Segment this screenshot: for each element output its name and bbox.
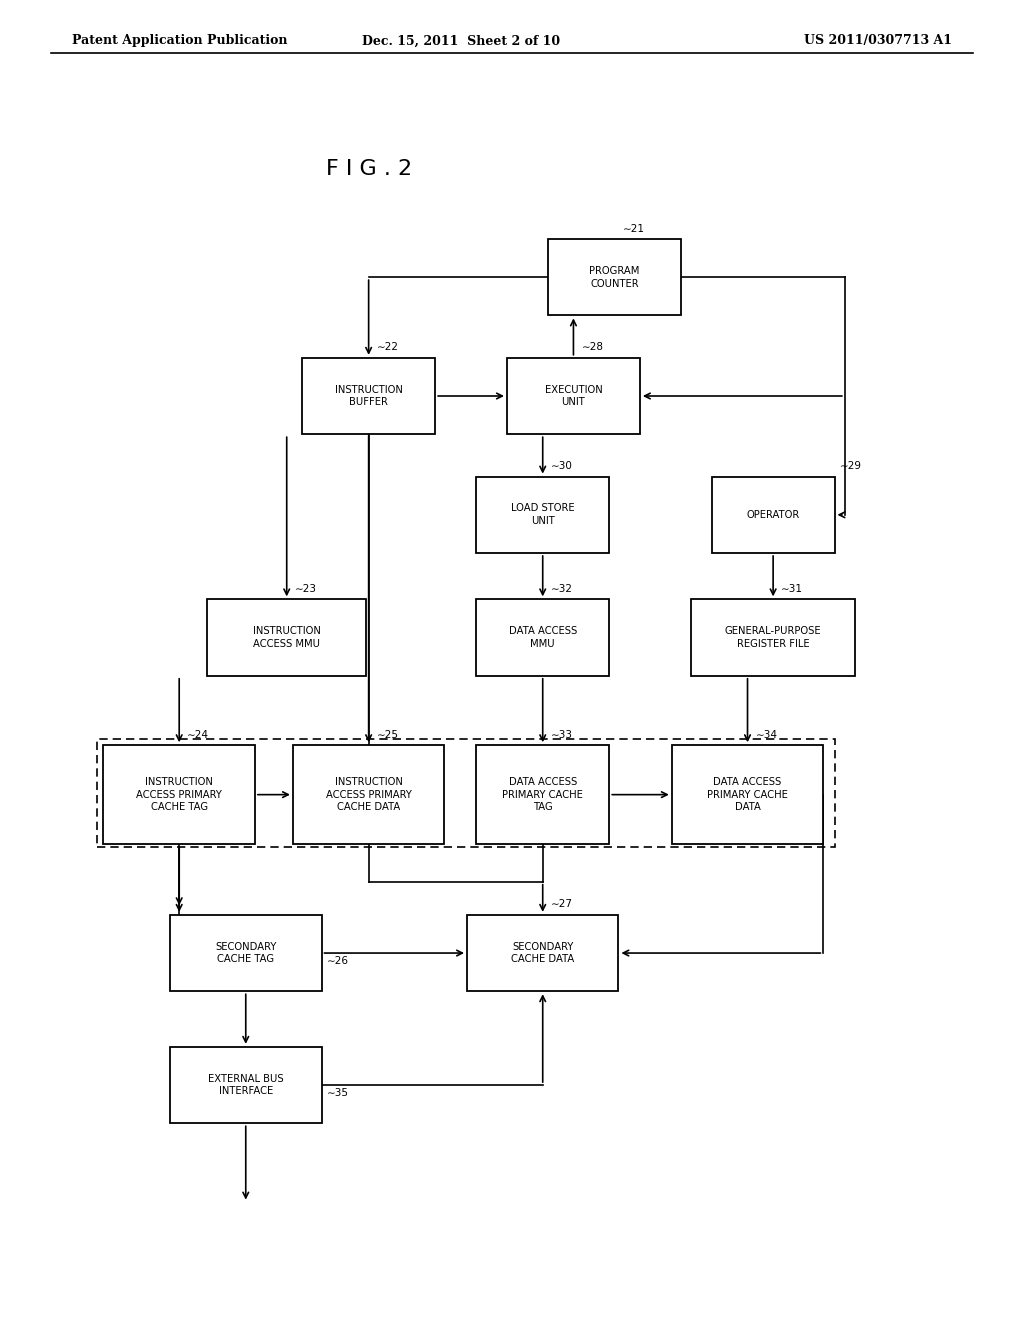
Text: ∼30: ∼30	[551, 461, 572, 471]
Text: ∼23: ∼23	[295, 583, 316, 594]
Text: ∼28: ∼28	[582, 342, 603, 352]
Text: ∼31: ∼31	[781, 583, 803, 594]
Text: ∼25: ∼25	[377, 730, 398, 739]
Text: US 2011/0307713 A1: US 2011/0307713 A1	[804, 34, 952, 48]
Text: DATA ACCESS
PRIMARY CACHE
TAG: DATA ACCESS PRIMARY CACHE TAG	[503, 777, 583, 812]
Bar	[97, 739, 835, 847]
Text: INSTRUCTION
ACCESS MMU: INSTRUCTION ACCESS MMU	[253, 626, 321, 649]
Text: ∼24: ∼24	[187, 730, 209, 739]
Text: DATA ACCESS
MMU: DATA ACCESS MMU	[509, 626, 577, 649]
Text: Dec. 15, 2011  Sheet 2 of 10: Dec. 15, 2011 Sheet 2 of 10	[361, 34, 560, 48]
Text: ∼26: ∼26	[327, 956, 348, 966]
Bar	[476, 744, 609, 845]
Bar	[476, 599, 609, 676]
Bar	[548, 239, 681, 315]
Text: LOAD STORE
UNIT: LOAD STORE UNIT	[511, 503, 574, 527]
Bar	[103, 744, 255, 845]
Text: EXECUTION
UNIT: EXECUTION UNIT	[545, 384, 602, 408]
Text: EXTERNAL BUS
INTERFACE: EXTERNAL BUS INTERFACE	[208, 1073, 284, 1097]
Text: ∼34: ∼34	[756, 730, 777, 739]
Text: ∼21: ∼21	[623, 223, 644, 234]
Bar	[476, 477, 609, 553]
Text: GENERAL-PURPOSE
REGISTER FILE: GENERAL-PURPOSE REGISTER FILE	[725, 626, 821, 649]
Text: Patent Application Publication: Patent Application Publication	[72, 34, 287, 48]
Text: DATA ACCESS
PRIMARY CACHE
DATA: DATA ACCESS PRIMARY CACHE DATA	[708, 777, 787, 812]
Bar	[302, 358, 435, 434]
Bar	[170, 1047, 322, 1123]
Text: ∼22: ∼22	[377, 342, 398, 352]
Bar	[207, 599, 367, 676]
Text: ∼32: ∼32	[551, 583, 572, 594]
Bar	[712, 477, 835, 553]
Bar	[507, 358, 640, 434]
Bar	[170, 915, 322, 991]
Text: OPERATOR: OPERATOR	[746, 510, 800, 520]
Text: ∼33: ∼33	[551, 730, 572, 739]
Text: F I G . 2: F I G . 2	[326, 158, 412, 180]
Text: ∼35: ∼35	[327, 1088, 348, 1098]
Text: SECONDARY
CACHE TAG: SECONDARY CACHE TAG	[215, 941, 276, 965]
Text: SECONDARY
CACHE DATA: SECONDARY CACHE DATA	[511, 941, 574, 965]
Text: INSTRUCTION
ACCESS PRIMARY
CACHE TAG: INSTRUCTION ACCESS PRIMARY CACHE TAG	[136, 777, 222, 812]
Text: INSTRUCTION
ACCESS PRIMARY
CACHE DATA: INSTRUCTION ACCESS PRIMARY CACHE DATA	[326, 777, 412, 812]
Text: ∼27: ∼27	[551, 899, 572, 909]
Text: ∼29: ∼29	[840, 461, 861, 471]
Text: INSTRUCTION
BUFFER: INSTRUCTION BUFFER	[335, 384, 402, 408]
Bar	[467, 915, 618, 991]
Bar	[672, 744, 823, 845]
Bar	[691, 599, 855, 676]
Bar	[293, 744, 444, 845]
Text: PROGRAM
COUNTER: PROGRAM COUNTER	[589, 265, 640, 289]
